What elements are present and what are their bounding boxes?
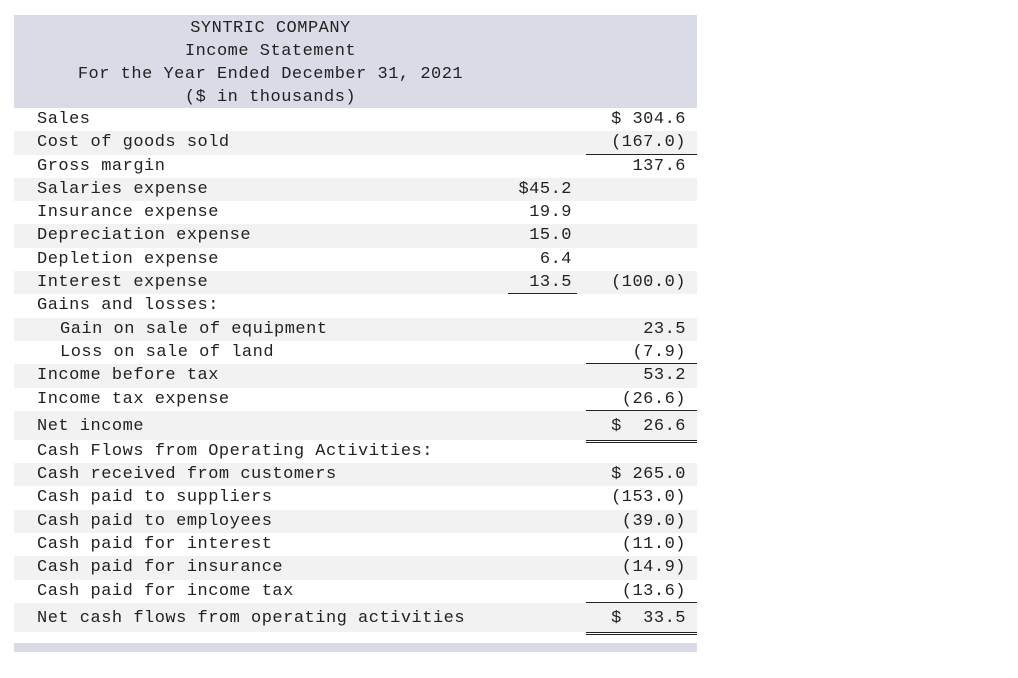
statement-row: Cost of goods sold (167.0) [14, 131, 697, 155]
statement-row: Income before tax 53.2 [14, 364, 697, 388]
statement-row: Depreciation expense 15.0 [14, 224, 697, 248]
total-amount: (14.9) [621, 558, 686, 578]
total-amount: (39.0) [621, 511, 686, 531]
double-underline [586, 631, 697, 635]
row-label: Salaries expense [37, 179, 209, 199]
detail-amount: 6.4 [539, 249, 572, 269]
statement-row: Net income $ 26.6 [14, 410, 697, 443]
statement-row: Income tax expense (26.6) [14, 388, 697, 411]
row-label: Cash paid to suppliers [37, 488, 273, 508]
row-label: Income before tax [37, 366, 219, 386]
row-label: Insurance expense [37, 203, 219, 223]
statement-row: Gains and losses: [14, 294, 697, 317]
total-amount: (167.0) [611, 133, 686, 153]
statement-row: Cash paid for income tax (13.6) [14, 580, 697, 603]
row-label: Depletion expense [37, 249, 219, 269]
detail-amount: $45.2 [518, 179, 572, 199]
row-label: Cash paid to employees [37, 511, 273, 531]
total-amount: (11.0) [621, 535, 686, 555]
row-label: Cost of goods sold [37, 133, 230, 153]
row-label: Loss on sale of land [60, 342, 275, 362]
total-amount: $ 33.5 [611, 608, 686, 628]
total-amount: 53.2 [643, 366, 686, 386]
row-label: Cash paid for interest [37, 535, 273, 555]
total-amount: 23.5 [643, 319, 686, 339]
statement-row: Salaries expense $45.2 [14, 177, 697, 202]
row-label: Cash paid for income tax [37, 581, 294, 601]
detail-amount: 19.9 [529, 203, 572, 223]
statement-row: Cash paid for interest (11.0) [14, 533, 697, 556]
row-label: Depreciation expense [37, 226, 252, 246]
row-label: Gross margin [37, 156, 166, 176]
statement-row: Gross margin 137.6 [14, 155, 697, 178]
row-label: Net cash flows from operating activities [37, 608, 466, 628]
statement-row: Sales $ 304.6 [14, 108, 697, 131]
statement-row: Cash paid to employees (39.0) [14, 509, 697, 534]
statement-row: Loss on sale of land (7.9) [14, 341, 697, 365]
total-amount: (7.9) [632, 342, 686, 362]
underline [508, 293, 577, 295]
detail-amount: 13.5 [529, 273, 572, 293]
row-label: Gain on sale of equipment [60, 319, 328, 339]
statement-title: Income Statement [184, 42, 357, 61]
row-label: Cash Flows from Operating Activities: [37, 441, 433, 461]
row-label: Sales [37, 110, 91, 129]
statement-units: ($ in thousands) [184, 88, 357, 107]
total-amount: $ 265.0 [611, 465, 686, 485]
row-label: Cash received from customers [37, 465, 337, 485]
income-statement: SYNTRIC COMPANY Income Statement For the… [14, 15, 697, 652]
total-amount: 137.6 [632, 156, 686, 176]
total-amount: (153.0) [611, 488, 686, 508]
statement-row: Cash Flows from Operating Activities: [14, 440, 697, 463]
statement-period: For the Year Ended December 31, 2021 [77, 65, 464, 84]
total-amount: (13.6) [621, 581, 686, 601]
statement-row: Cash paid for insurance (14.9) [14, 556, 697, 580]
total-amount: (100.0) [611, 273, 686, 293]
statement-row: Cash paid to suppliers (153.0) [14, 486, 697, 509]
row-label: Interest expense [37, 273, 209, 293]
underline [586, 153, 697, 155]
detail-amount: 15.0 [529, 226, 572, 246]
row-label: Gains and losses: [37, 296, 219, 316]
row-label: Cash paid for insurance [37, 558, 284, 578]
row-label: Net income [37, 416, 145, 436]
statement-rows: Sales $ 304.6 Cost of goods sold (167.0) Gro… [14, 108, 697, 635]
statement-row: Cash received from customers $ 265.0 [14, 463, 697, 487]
statement-row: Interest expense 13.5 (100.0) [14, 271, 697, 295]
total-amount: $ 304.6 [611, 110, 686, 129]
company-name: SYNTRIC COMPANY [190, 19, 351, 38]
underline [586, 363, 697, 365]
row-label: Income tax expense [37, 389, 230, 409]
statement-row: Net cash flows from operating activities… [14, 602, 697, 635]
total-amount: $ 26.6 [611, 416, 686, 436]
footer-bar [14, 642, 697, 652]
double-underline [586, 439, 697, 443]
underline [586, 601, 697, 603]
underline [586, 409, 697, 411]
statement-row: Gain on sale of equipment 23.5 [14, 317, 697, 341]
statement-row: Depletion expense 6.4 [14, 248, 697, 271]
total-amount: (26.6) [621, 389, 686, 409]
statement-header: SYNTRIC COMPANY Income Statement For the… [14, 15, 697, 108]
statement-row: Insurance expense 19.9 [14, 201, 697, 224]
